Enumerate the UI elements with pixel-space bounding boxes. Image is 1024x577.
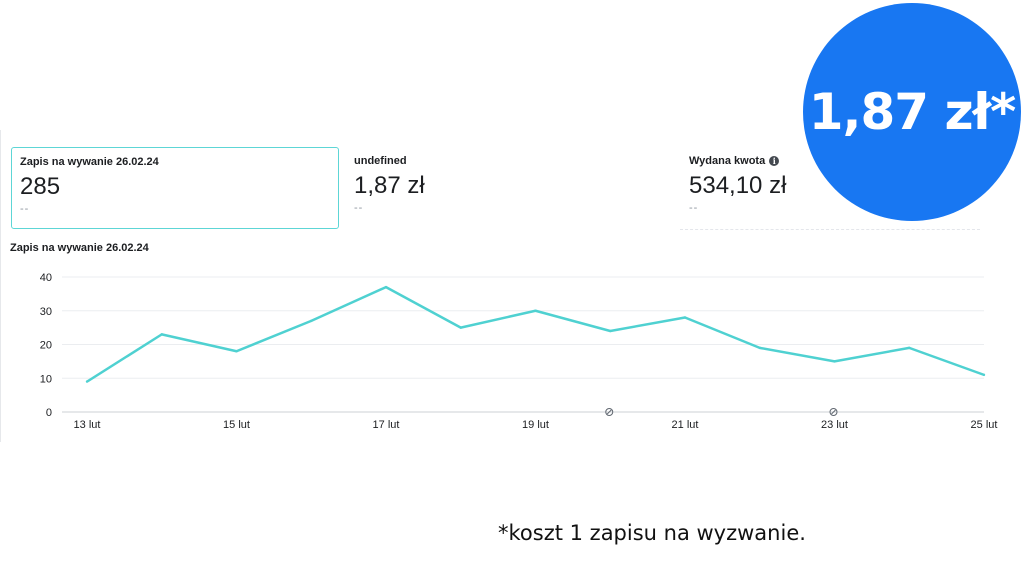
metric-card-delta: -- — [689, 202, 699, 214]
x-tick-label: 15 lut — [223, 419, 250, 431]
x-tick-label: 25 lut — [971, 419, 998, 431]
metric-card-results[interactable]: Zapis na wywanie 26.02.24 285 -- — [11, 147, 339, 229]
data-point — [833, 360, 836, 363]
data-point — [384, 285, 388, 289]
x-tick-label: 13 lut — [74, 419, 101, 431]
chart-title: Zapis na wywanie 26.02.24 — [10, 242, 149, 254]
data-point — [85, 380, 89, 383]
info-icon[interactable]: i — [769, 156, 780, 166]
data-point — [683, 316, 687, 319]
data-point — [609, 329, 612, 333]
metric-card-title: Wydana kwota i — [689, 155, 973, 167]
metric-card-value: 534,10 zł — [689, 172, 787, 199]
x-tick-label: 21 lut — [672, 419, 699, 431]
metric-card-amount-spent[interactable]: Wydana kwota i 534,10 zł -- — [681, 147, 981, 229]
footnote: *koszt 1 zapisu na wyzwanie. — [498, 521, 806, 545]
series-line — [86, 285, 985, 383]
data-point — [310, 319, 313, 323]
card-divider — [680, 229, 980, 231]
metric-card-value: 285 — [20, 173, 61, 200]
cost-badge: 1,87 zł* — [803, 3, 1021, 221]
metric-card-delta: -- — [20, 203, 30, 215]
data-point — [160, 333, 163, 336]
annotation-icon — [605, 408, 614, 416]
metric-card-title: undefined — [354, 155, 407, 167]
metric-card-title-text: Wydana kwota — [689, 155, 766, 167]
y-tick-label: 0 — [46, 407, 52, 419]
metric-card-delta: -- — [354, 202, 364, 214]
line-chart: 0 10 20 30 40 13 lut 15 lut 17 lut 19 lut 21 lut 2… — [40, 272, 998, 431]
metric-card-cost-per-result[interactable]: undefined 1,87 zł -- — [346, 147, 666, 229]
data-point — [235, 350, 238, 353]
y-tick-label: 30 — [40, 306, 52, 318]
x-tick-label: 17 lut — [373, 419, 400, 431]
data-point — [459, 326, 462, 329]
annotation-icon — [829, 408, 838, 416]
metric-card-title: Zapis na wywanie 26.02.24 — [20, 156, 159, 168]
data-point — [534, 309, 537, 312]
y-tick-label: 10 — [40, 373, 52, 385]
metric-card-value: 1,87 zł — [354, 172, 425, 199]
panel-edge — [0, 130, 1, 442]
y-tick-label: 20 — [40, 340, 52, 352]
data-point — [758, 346, 761, 350]
data-point — [908, 346, 911, 350]
x-tick-label: 19 lut — [522, 419, 549, 431]
y-tick-label: 40 — [40, 272, 52, 284]
x-tick-label: 23 lut — [821, 419, 848, 431]
cost-badge-text: 1,87 zł* — [808, 83, 1017, 141]
data-point — [982, 373, 986, 377]
